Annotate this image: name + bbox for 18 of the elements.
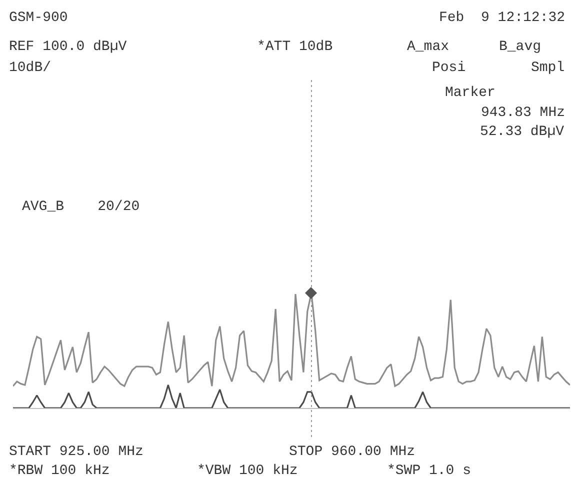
- text: *RBW 100 kHz: [9, 463, 110, 479]
- text: Smpl: [531, 60, 565, 76]
- text: 10dB/: [9, 60, 52, 76]
- text: GSM-900: [9, 10, 68, 26]
- text: *SWP 1.0 s: [387, 463, 472, 479]
- text: START 925.00 MHz: [9, 444, 144, 460]
- text: B_avg: [499, 39, 542, 55]
- text: Marker: [445, 85, 496, 101]
- text: A_max: [407, 39, 450, 55]
- text: 52.33 dBµV: [480, 124, 565, 140]
- text: *VBW 100 kHz: [197, 463, 298, 479]
- text: REF 100.0 dBµV: [9, 39, 128, 55]
- text: *ATT 10dB: [257, 39, 333, 55]
- text: STOP 960.00 MHz: [289, 444, 416, 460]
- text: Feb 9 12:12:32: [439, 10, 566, 26]
- text: 943.83 MHz: [481, 105, 566, 121]
- text: Posi: [432, 60, 466, 76]
- text: AVG_B 20/20: [22, 199, 140, 215]
